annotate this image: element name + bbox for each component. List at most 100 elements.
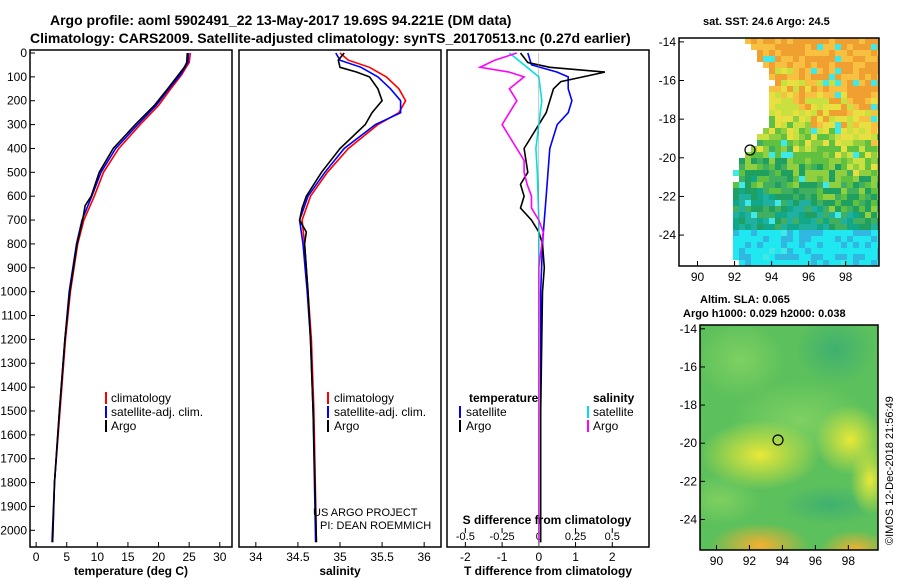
sst-argo-position-marker — [744, 144, 756, 156]
sst-map-cell — [787, 170, 793, 176]
sst-map-cell — [799, 146, 805, 152]
sst-map-cell — [793, 98, 799, 104]
sst-map-cell — [841, 242, 847, 248]
sst-map-cell — [829, 92, 835, 98]
sst-map-cell — [733, 170, 739, 176]
sst-map-cell — [763, 182, 769, 188]
sst-map-cell — [739, 170, 745, 176]
sst-map-cell — [853, 158, 859, 164]
sst-map-cell — [793, 194, 799, 200]
sst-map-cell — [805, 62, 811, 68]
sst-map-cell — [763, 164, 769, 170]
sst-map-cell — [865, 74, 871, 80]
sst-map-cell — [799, 224, 805, 230]
sst-map-cell — [787, 38, 793, 44]
sst-map-cell — [841, 38, 847, 44]
sst-map-y-tick-label: -16 — [659, 74, 677, 88]
sst-map-cell — [847, 188, 853, 194]
salinity-tick-label: 35 — [333, 550, 347, 564]
sst-map-cell — [769, 158, 775, 164]
sst-map-cell — [805, 104, 811, 110]
sst-map-cell — [781, 242, 787, 248]
sst-map-cell — [823, 200, 829, 206]
sst-map-cell — [853, 56, 859, 62]
sst-map-cell — [841, 182, 847, 188]
sla-map-x-tick-label: 96 — [809, 554, 823, 568]
sst-map-cell — [811, 38, 817, 44]
salinity-difference-tick-label: -0.5 — [456, 531, 475, 543]
sst-map-cell — [859, 212, 865, 218]
sst-map-cell — [877, 206, 879, 212]
sst-map-cell — [817, 128, 823, 134]
sst-map-cell — [877, 80, 879, 86]
sst-map-cell — [853, 62, 859, 68]
sst-map-cell — [775, 38, 781, 44]
sst-map-cell — [823, 218, 829, 224]
sst-map-cell — [769, 242, 775, 248]
sst-map-cell — [763, 44, 769, 50]
sst-map-cell — [835, 56, 841, 62]
sst-map-cell — [865, 62, 871, 68]
sst-map-cell — [781, 194, 787, 200]
sst-map-cell — [841, 170, 847, 176]
sst-map-cell — [865, 98, 871, 104]
sst-map-cell — [793, 50, 799, 56]
temperature-tick-label: 5 — [63, 550, 70, 564]
sst-map-cell — [871, 44, 877, 50]
sst-map-cell — [853, 206, 859, 212]
sst-map-cell — [865, 206, 871, 212]
sst-map-cell — [817, 44, 823, 50]
sst-map-cell — [811, 164, 817, 170]
sst-map-cell — [787, 182, 793, 188]
difference-panel-frame — [446, 49, 650, 548]
sst-map-cell — [793, 206, 799, 212]
sst-map-cell — [847, 44, 853, 50]
sst-map-cell — [877, 110, 879, 116]
depth-tick-label: 800 — [7, 237, 27, 251]
sst-map-cell — [877, 86, 879, 92]
sst-map-cell — [829, 50, 835, 56]
sst-map-cell — [841, 104, 847, 110]
depth-tick-label: 1300 — [0, 356, 27, 370]
sst-map-cell — [865, 128, 871, 134]
sst-map-cell — [811, 68, 817, 74]
sst-map-cell — [811, 206, 817, 212]
sst-map-cell — [757, 152, 763, 158]
salinity-difference-label: S difference from climatology — [463, 513, 632, 527]
sst-map-cell — [769, 248, 775, 254]
sst-map-cell — [757, 38, 763, 44]
sst-map-cell — [757, 158, 763, 164]
sst-map-cell — [763, 212, 769, 218]
sst-map-x-tick-label: 92 — [728, 270, 742, 284]
salinity-difference-tick-label: 0.5 — [605, 531, 620, 543]
sst-map-cell — [805, 92, 811, 98]
sst-map-cell — [739, 218, 745, 224]
sst-map-cell — [841, 74, 847, 80]
sst-map-cell — [805, 50, 811, 56]
sst-map-cell — [811, 110, 817, 116]
sst-map-cell — [745, 164, 751, 170]
sst-map-cell — [835, 182, 841, 188]
sst-map-cell — [799, 242, 805, 248]
sst-map-cell — [859, 218, 865, 224]
difference-tick-label: -1 — [497, 550, 508, 564]
sst-map-cell — [817, 188, 823, 194]
legend-title-salinity: salinity — [593, 391, 635, 405]
sst-map-cell — [859, 206, 865, 212]
sst-map-cell — [769, 50, 775, 56]
sst-map-cell — [805, 182, 811, 188]
sst-map-cell — [757, 224, 763, 230]
sst-map-cell — [841, 140, 847, 146]
sst-map-cell — [733, 194, 739, 200]
sst-map-cell — [781, 218, 787, 224]
sst-map-cell — [823, 170, 829, 176]
sst-map-cell — [799, 254, 805, 260]
sst-map-cell — [817, 248, 823, 254]
sst-map-cell — [787, 200, 793, 206]
sst-map-cell — [751, 38, 757, 44]
sst-map-cell — [871, 200, 877, 206]
sst-map-cell — [841, 176, 847, 182]
sst-map-cell — [859, 110, 865, 116]
sst-map-cell — [805, 236, 811, 242]
sst-map-cell — [805, 116, 811, 122]
